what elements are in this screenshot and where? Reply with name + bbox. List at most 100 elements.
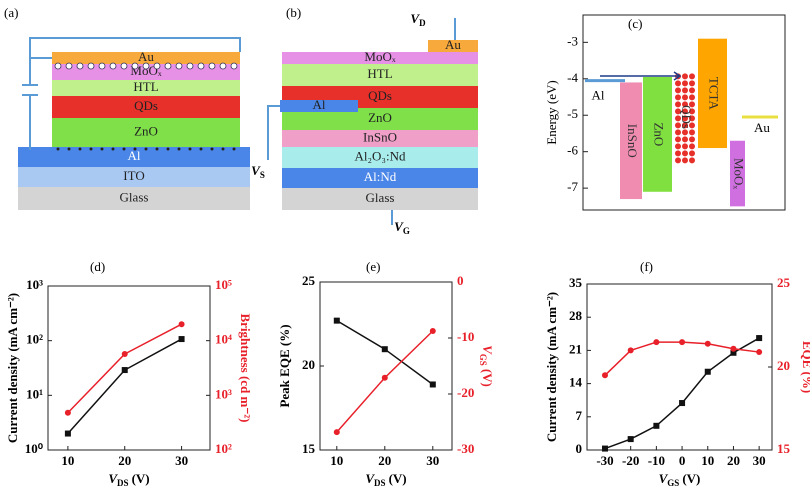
y2-tick-label: 20 bbox=[777, 358, 790, 373]
voltage-label: VS bbox=[251, 163, 265, 180]
x-tick-label: 10 bbox=[330, 453, 343, 468]
layer-label: ZnO bbox=[134, 123, 158, 138]
layer bbox=[18, 167, 250, 187]
hole bbox=[65, 62, 73, 70]
marker bbox=[704, 368, 711, 375]
contact bbox=[428, 40, 478, 52]
x-tick-label: 20 bbox=[727, 453, 740, 468]
y2-tick-label: 10³ bbox=[215, 386, 232, 401]
layer bbox=[18, 187, 250, 210]
panel-label: (a) bbox=[4, 5, 18, 20]
arrow bbox=[600, 71, 682, 81]
panel-label: (b) bbox=[286, 5, 301, 20]
level-label: Al bbox=[592, 88, 605, 103]
electron bbox=[122, 147, 126, 151]
marker bbox=[333, 317, 340, 324]
x-tick-label: 10 bbox=[61, 453, 74, 468]
layer-label: InSnO bbox=[363, 129, 397, 144]
electron bbox=[56, 147, 60, 151]
voltage-label: VD bbox=[410, 11, 426, 28]
y-tick-label: 10² bbox=[26, 332, 43, 347]
marker bbox=[178, 336, 185, 343]
hole bbox=[164, 62, 172, 70]
panel-label: (f) bbox=[640, 259, 653, 274]
electron bbox=[144, 147, 148, 151]
layer-label: HTL bbox=[367, 66, 392, 81]
layer bbox=[52, 80, 240, 96]
layer bbox=[282, 168, 478, 188]
y-tick-label: 0 bbox=[576, 441, 583, 456]
band bbox=[675, 73, 695, 164]
y2-axis-label: Brightness (cd m⁻²) bbox=[238, 314, 253, 423]
layer-label: QDs bbox=[368, 88, 392, 103]
layer bbox=[282, 147, 478, 168]
series-line bbox=[604, 341, 760, 376]
hole bbox=[109, 62, 117, 70]
marker bbox=[429, 328, 436, 334]
line-chart: (e) 10 20 30 15 20 25 -30 -20 -10 0 VDS (V) Peak EQE … bbox=[277, 259, 495, 488]
plot-frame bbox=[586, 283, 773, 451]
marker bbox=[730, 345, 737, 352]
y-tick-label: -3 bbox=[567, 33, 578, 48]
layer-label: ITO bbox=[123, 168, 144, 183]
plot-frame bbox=[47, 285, 211, 451]
contact bbox=[280, 100, 358, 112]
wire bbox=[22, 37, 241, 150]
marker bbox=[679, 400, 686, 407]
marker bbox=[627, 436, 634, 443]
band-label: ZnO bbox=[652, 122, 667, 146]
layer bbox=[52, 52, 240, 64]
y-tick-label: 15 bbox=[302, 441, 316, 456]
layer-label: ZnO bbox=[368, 110, 392, 125]
x-axis-label: VDS (V) bbox=[108, 471, 149, 488]
y-axis-label: Current density (mA cm⁻²) bbox=[5, 293, 20, 443]
hole bbox=[87, 62, 95, 70]
band-label: TCTA bbox=[707, 77, 722, 111]
y-tick-label: 14 bbox=[569, 375, 583, 390]
panel-label: (c) bbox=[628, 16, 642, 31]
electron bbox=[221, 147, 225, 151]
hole bbox=[131, 62, 139, 70]
wire bbox=[267, 18, 456, 225]
layer-label: Au bbox=[138, 49, 154, 64]
hole bbox=[219, 62, 227, 70]
plot-frame bbox=[582, 14, 786, 211]
marker bbox=[627, 347, 634, 354]
y-tick-label: -5 bbox=[567, 106, 578, 121]
electron bbox=[67, 147, 71, 151]
y-tick-label: 10¹ bbox=[26, 386, 43, 401]
band-label: InSnO bbox=[625, 124, 640, 158]
marker bbox=[679, 339, 686, 346]
y-tick-label: -4 bbox=[567, 70, 578, 85]
marker bbox=[704, 340, 711, 347]
x-tick-label: -10 bbox=[648, 453, 665, 468]
y2-axis-label: VGS(V) bbox=[478, 345, 495, 387]
hole bbox=[186, 62, 194, 70]
y-tick-label: -6 bbox=[567, 143, 578, 158]
panel-label: (e) bbox=[366, 259, 380, 274]
electron bbox=[199, 147, 203, 151]
marker bbox=[333, 429, 340, 436]
voltage-label: VG bbox=[394, 219, 410, 236]
marker bbox=[121, 351, 128, 358]
y-tick-label: 21 bbox=[569, 341, 582, 356]
electron bbox=[232, 147, 236, 151]
band-chart: (c) -3 -4 -5 -6 -7 Energy (eV) Al Au InSnO ZnO QDs T… bbox=[544, 14, 786, 211]
plot-frame bbox=[319, 281, 453, 451]
marker bbox=[601, 372, 608, 379]
series-line bbox=[336, 330, 434, 433]
electron bbox=[111, 147, 115, 151]
electron bbox=[210, 147, 214, 151]
layer-label: Al bbox=[128, 148, 141, 163]
hole bbox=[120, 62, 128, 70]
band bbox=[620, 82, 642, 200]
marker bbox=[178, 321, 185, 328]
x-tick-label: 20 bbox=[378, 453, 391, 468]
level-label: Au bbox=[754, 120, 770, 135]
layer-label: Al:Nd bbox=[364, 169, 397, 184]
layer-label: MoOₓ bbox=[364, 49, 395, 64]
x-tick-label: 0 bbox=[679, 453, 686, 468]
y-tick-label: 7 bbox=[576, 408, 583, 423]
hole bbox=[197, 62, 205, 70]
layer bbox=[18, 147, 250, 167]
